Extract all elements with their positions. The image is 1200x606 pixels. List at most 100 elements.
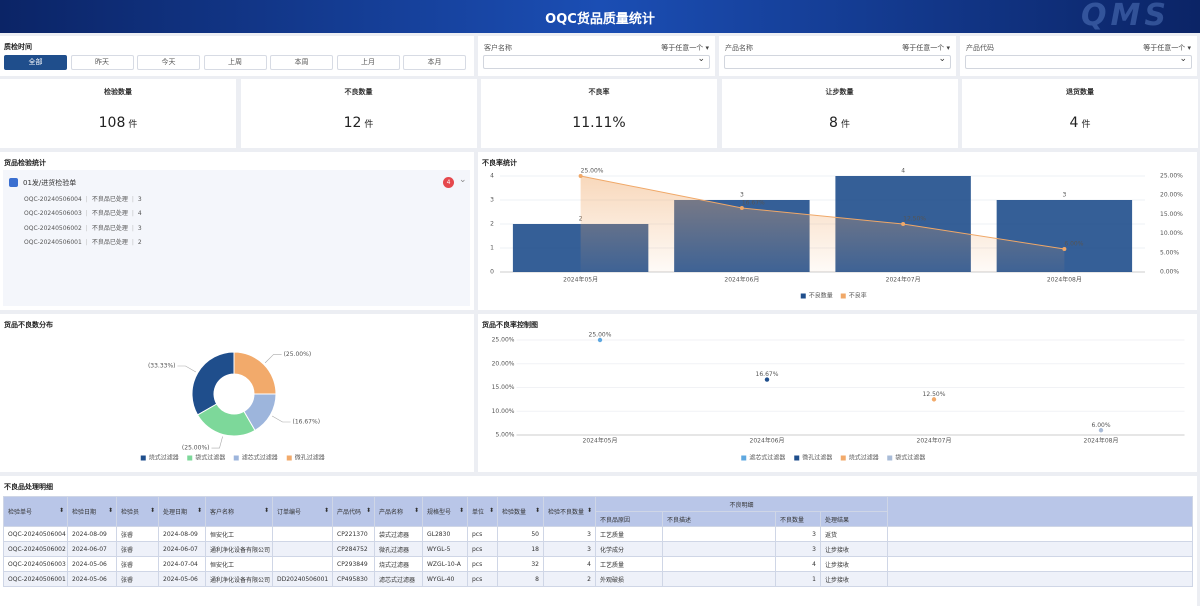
time-button[interactable]: 上月	[336, 55, 400, 70]
field-select[interactable]	[724, 54, 951, 69]
table-cell	[272, 541, 333, 557]
time-button[interactable]: 今天	[137, 55, 200, 70]
table-cell: 通利净化设备有限公司	[205, 571, 273, 587]
column-header[interactable]: 检验单号 ⬍	[3, 496, 68, 527]
column-header[interactable]: 检验数量 ⬍	[497, 496, 544, 527]
table-cell: 3	[775, 541, 821, 557]
time-filter: 质检时间 全部 昨天 今天 上周 本周 上月 本月	[0, 36, 474, 76]
collapse-icon[interactable]: ⌄	[459, 175, 467, 185]
column-header[interactable]: 处理日期 ⬍	[158, 496, 206, 527]
separator: |	[85, 196, 88, 203]
field-operator[interactable]: 等于任意一个 ▾	[661, 44, 709, 52]
table-cell: 3	[543, 526, 596, 542]
column-header[interactable]: 规格型号 ⬍	[422, 496, 468, 527]
y-tick-label: 3	[490, 197, 494, 204]
y2-tick-label: 0.00%	[1160, 269, 1179, 276]
table-cell: 恒安化工	[205, 526, 273, 542]
scatter-point	[597, 337, 603, 343]
label-line	[264, 354, 282, 364]
y-tick-label: 20.00%	[492, 360, 515, 367]
chart: 5.00% 10.00% 15.00% 20.00% 25.00% 2024年05月 202…	[492, 332, 1185, 462]
blank-cell	[887, 556, 1193, 572]
column-header: 不良描述	[662, 511, 776, 527]
legend-swatch	[187, 455, 193, 461]
table-cell: 2024-07-04	[158, 556, 206, 572]
table-cell: pcs	[467, 541, 498, 557]
legend-swatch	[800, 293, 806, 299]
column-header: 不良数量	[775, 511, 821, 527]
group-title[interactable]: 01发/进货检验单	[23, 179, 77, 187]
line-point	[1062, 246, 1067, 251]
column-header[interactable]: 产品名称 ⬍	[374, 496, 423, 527]
time-button[interactable]: 上周	[203, 55, 267, 70]
data-label: 25.00%	[581, 168, 604, 175]
time-button[interactable]: 本月	[403, 55, 466, 70]
data-label: 4	[901, 168, 905, 175]
column-header[interactable]: 检验日期 ⬍	[67, 496, 117, 527]
table-cell: CP293849	[332, 556, 375, 572]
data-label: (33.33%)	[148, 362, 176, 369]
table-row[interactable]: OQC-20240506004 2024-08-09 张睿 2024-08-09 恒安化…	[3, 526, 1193, 542]
column-header[interactable]: 订单编号 ⬍	[272, 496, 333, 527]
table-cell: OQC-20240506003	[3, 556, 68, 572]
logo: QMS	[1081, 0, 1170, 33]
data-label: (16.67%)	[292, 419, 320, 426]
blank-cell	[887, 526, 1193, 542]
column-header[interactable]: 检验不良数量 ⬍	[543, 496, 596, 527]
table-cell: 1	[775, 571, 821, 587]
table-row[interactable]: OQC-20240506001 2024-05-06 张睿 2024-05-06 通利净…	[3, 571, 1193, 587]
table-cell: 4	[543, 556, 596, 572]
data-label: 25.00%	[589, 332, 612, 339]
column-header[interactable]: 产品代码 ⬍	[332, 496, 375, 527]
pie-slice	[233, 351, 277, 395]
table-cell: 通利净化设备有限公司	[205, 541, 273, 557]
field-operator[interactable]: 等于任意一个 ▾	[902, 44, 950, 52]
legend-label: 袋式过滤器	[895, 454, 925, 462]
y2-tick-label: 5.00%	[1160, 249, 1179, 256]
field-select[interactable]	[483, 54, 710, 69]
inspection-item[interactable]: OQC-20240506003 | 不良品已处理 | 4	[24, 208, 142, 217]
pie-slice	[191, 351, 235, 416]
time-button[interactable]: 昨天	[70, 55, 134, 70]
table-cell: OQC-20240506001	[3, 571, 68, 587]
table-cell: CP495830	[332, 571, 375, 587]
data-label: (25.00%)	[182, 445, 210, 452]
table-cell: pcs	[467, 526, 498, 542]
table-cell: 3	[775, 526, 821, 542]
legend-label: 袋式过滤器	[195, 454, 225, 462]
field-label: 产品代码	[966, 44, 994, 52]
table-cell: WYGL-5	[422, 541, 468, 557]
column-header[interactable]: 检验员 ⬍	[116, 496, 159, 527]
column-header[interactable]: 客户名称 ⬍	[205, 496, 273, 527]
separator: |	[131, 224, 134, 232]
field-label: 产品名称	[725, 44, 753, 52]
table-row[interactable]: OQC-20240506002 2024-06-07 张睿 2024-06-07 通利净…	[3, 541, 1193, 557]
y-tick-label: 15.00%	[492, 384, 515, 391]
y-tick-label: 0	[490, 269, 494, 276]
table-row[interactable]: OQC-20240506003 2024-05-06 张睿 2024-07-04 恒安化…	[3, 556, 1193, 572]
kpi-value: 11.11%	[572, 115, 626, 131]
time-button[interactable]: 全部	[4, 55, 67, 70]
table-cell: GL2830	[422, 526, 468, 542]
kpi-label: 不良率	[588, 88, 610, 96]
x-tick-label: 2024年07月	[886, 276, 921, 284]
table-cell: pcs	[467, 571, 498, 587]
item-id: OQC-20240506002	[24, 224, 82, 232]
table-cell: 返货	[819, 526, 889, 542]
sort-icon: ⬍	[586, 507, 592, 514]
table-cell: 让步接收	[819, 556, 889, 572]
time-button[interactable]: 本周	[270, 55, 333, 70]
table-cell: 50	[497, 526, 544, 542]
column-header[interactable]: 单位 ⬍	[467, 496, 498, 527]
inspection-item[interactable]: OQC-20240506002 | 不良品已处理 | 3	[24, 223, 142, 232]
field-operator[interactable]: 等于任意一个 ▾	[1143, 44, 1191, 52]
table-cell: 化学成分	[595, 541, 663, 557]
field-select[interactable]	[965, 54, 1192, 69]
inspection-item[interactable]: OQC-20240506001 | 不良品已处理 | 2	[24, 237, 142, 246]
table-cell: CP284752	[332, 541, 375, 557]
inspection-item[interactable]: OQC-20240506004 | 不良品已处理 | 3	[24, 194, 142, 203]
y-tick-label: 25.00%	[492, 337, 515, 344]
table-cell: 2024-06-07	[158, 541, 206, 557]
legend-swatch	[233, 455, 239, 461]
